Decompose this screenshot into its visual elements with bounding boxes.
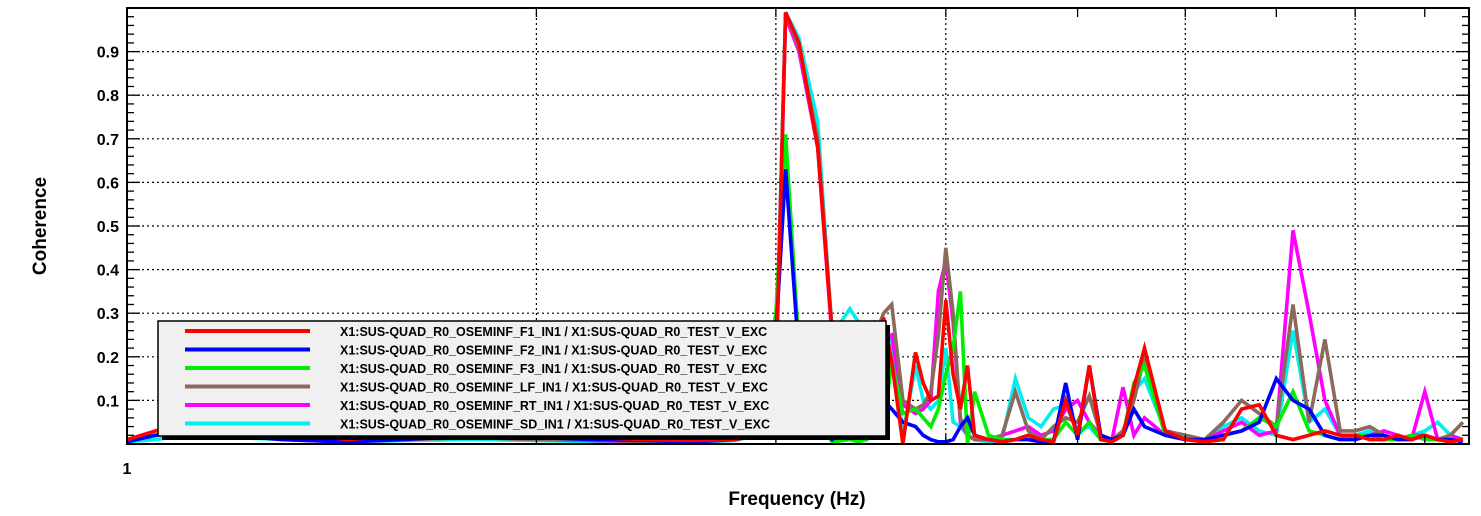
legend-entry: X1:SUS-QUAD_R0_OSEMINF_SD_IN1 / X1:SUS-Q… <box>340 418 770 432</box>
legend-entry: X1:SUS-QUAD_R0_OSEMINF_F2_IN1 / X1:SUS-Q… <box>340 344 767 358</box>
series-layer <box>126 11 1465 445</box>
legend-box <box>157 320 887 437</box>
legend-entry: X1:SUS-QUAD_R0_OSEMINF_F1_IN1 / X1:SUS-Q… <box>340 325 767 339</box>
y-tick-label: 0.3 <box>97 306 119 323</box>
y-tick-label: 0.2 <box>97 350 119 367</box>
x-tick-label: 1 <box>123 461 132 478</box>
x-axis-title: Frequency (Hz) <box>728 489 865 510</box>
y-tick-label: 0.8 <box>97 88 119 105</box>
y-tick-label: 0.4 <box>97 263 119 280</box>
y-tick-label: 0.6 <box>97 175 119 192</box>
legend-entry: X1:SUS-QUAD_R0_OSEMINF_F3_IN1 / X1:SUS-Q… <box>340 362 767 376</box>
y-tick-label: 0.7 <box>97 132 119 149</box>
series-line-1 <box>126 11 1464 445</box>
y-axis-title: Coherence <box>30 177 51 275</box>
legend-entry: X1:SUS-QUAD_R0_OSEMINF_RT_IN1 / X1:SUS-Q… <box>340 399 769 413</box>
y-tick-label: 0.9 <box>97 45 119 62</box>
axis-ticks <box>126 8 1469 444</box>
legend-entry: X1:SUS-QUAD_R0_OSEMINF_LF_IN1 / X1:SUS-Q… <box>340 381 768 395</box>
y-tick-label: 0.1 <box>97 393 119 410</box>
legend: X1:SUS-QUAD_R0_OSEMINF_F1_IN1 / X1:SUS-Q… <box>157 320 890 440</box>
y-tick-label: 0.5 <box>97 219 119 236</box>
tick-labels: 0.1 0.2 0.3 0.4 0.5 0.6 0.7 0.8 0.9 1 <box>97 45 132 478</box>
